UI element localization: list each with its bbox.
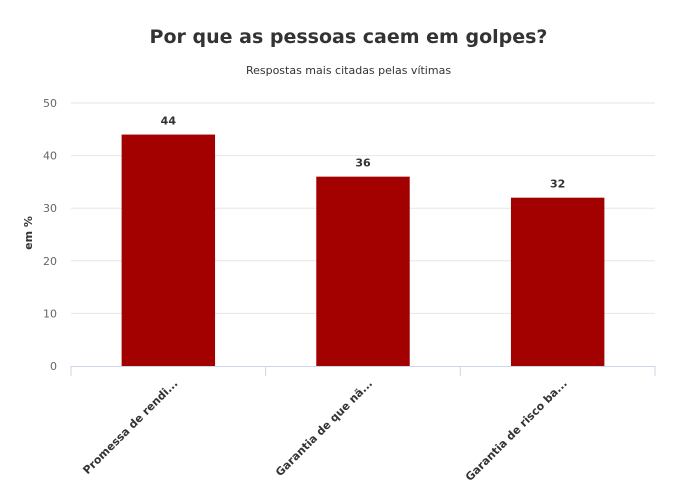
x-tick-label: Promessa de rendi... bbox=[80, 377, 180, 477]
chart-title: Por que as pessoas caem em golpes? bbox=[149, 26, 548, 48]
data-label: 44 bbox=[161, 115, 177, 128]
data-label: 32 bbox=[550, 178, 565, 191]
y-tick-label: 50 bbox=[43, 97, 57, 110]
bar[interactable] bbox=[121, 134, 216, 366]
y-tick-label: 0 bbox=[50, 360, 57, 373]
x-tick-label: Garantia de que nã... bbox=[273, 377, 375, 479]
chart-subtitle: Respostas mais citadas pelas vítimas bbox=[245, 64, 452, 77]
y-axis-label: em % bbox=[22, 216, 35, 250]
data-label: 36 bbox=[355, 157, 371, 170]
y-tick-label: 30 bbox=[43, 202, 57, 215]
y-tick-label: 40 bbox=[43, 150, 57, 163]
y-tick-label: 10 bbox=[43, 307, 57, 320]
bars: 44 36 32 bbox=[121, 115, 605, 366]
x-tick-label: Garantia de risco ba... bbox=[463, 377, 570, 484]
bar[interactable] bbox=[316, 176, 410, 366]
bar[interactable] bbox=[510, 197, 605, 366]
y-tick-label: 20 bbox=[43, 255, 57, 268]
